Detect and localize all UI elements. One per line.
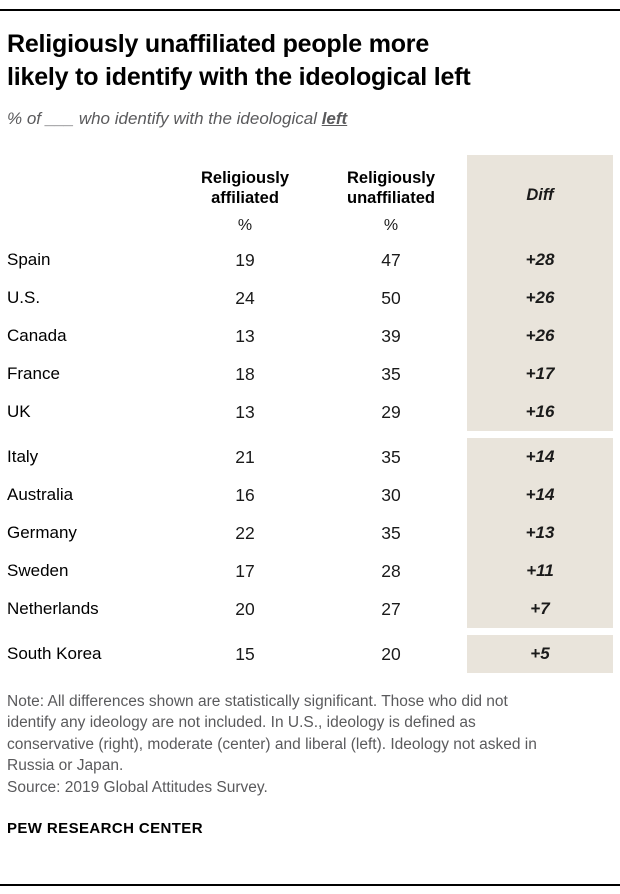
diff-value: +13 bbox=[467, 514, 613, 552]
diff-value: +26 bbox=[467, 317, 613, 355]
table-row: Sweden 17 28 +11 bbox=[7, 552, 613, 590]
diff-value: +11 bbox=[467, 552, 613, 590]
country-label: Canada bbox=[7, 326, 67, 345]
diff-value: +16 bbox=[467, 393, 613, 431]
diff-value: +17 bbox=[467, 355, 613, 393]
unaffiliated-value: 35 bbox=[381, 446, 401, 467]
country-label: UK bbox=[7, 402, 31, 421]
country-label: South Korea bbox=[7, 644, 102, 663]
country-label: Australia bbox=[7, 485, 74, 504]
affiliated-value: 24 bbox=[235, 287, 255, 308]
chart-card: Religiously unaffiliated people more lik… bbox=[7, 30, 613, 837]
top-rule bbox=[0, 9, 620, 11]
country-label: France bbox=[7, 364, 60, 383]
unaffiliated-value: 29 bbox=[381, 401, 401, 422]
col-header-unaffiliated: Religiously unaffiliated bbox=[346, 168, 436, 208]
affiliated-value: 22 bbox=[235, 522, 255, 543]
table-row: UK 13 29 +16 bbox=[7, 393, 613, 431]
affiliated-value: 13 bbox=[235, 325, 255, 346]
affiliated-value: 16 bbox=[235, 484, 255, 505]
affiliated-value: 19 bbox=[235, 249, 255, 270]
unaffiliated-value: 39 bbox=[381, 325, 401, 346]
table-row: U.S. 24 50 +26 bbox=[7, 279, 613, 317]
unaffiliated-value: 47 bbox=[381, 249, 401, 270]
unaffiliated-value: 20 bbox=[381, 643, 401, 664]
table-row: Netherlands 20 27 +7 bbox=[7, 590, 613, 628]
table-row: France 18 35 +17 bbox=[7, 355, 613, 393]
percent-symbol-affiliated: % bbox=[237, 217, 253, 234]
country-label: Sweden bbox=[7, 561, 69, 580]
table-row: Germany 22 35 +13 bbox=[7, 514, 613, 552]
table-row: Spain 19 47 +28 bbox=[7, 241, 613, 279]
affiliated-value: 13 bbox=[235, 401, 255, 422]
bottom-rule bbox=[0, 884, 620, 886]
col-header-diff: Diff bbox=[467, 155, 613, 211]
diff-value: +26 bbox=[467, 279, 613, 317]
affiliated-value: 15 bbox=[235, 643, 255, 664]
country-label: Spain bbox=[7, 250, 51, 269]
affiliated-value: 17 bbox=[235, 560, 255, 581]
table-row: Italy 21 35 +14 bbox=[7, 438, 613, 476]
unaffiliated-value: 27 bbox=[381, 598, 401, 619]
percent-diff-cell bbox=[467, 211, 613, 241]
data-table: Religiously affiliated Religiously unaff… bbox=[7, 155, 613, 673]
country-label: U.S. bbox=[7, 288, 41, 307]
note-text: Note: All differences shown are statisti… bbox=[7, 693, 537, 775]
brand-footer: PEW RESEARCH CENTER bbox=[7, 819, 203, 837]
diff-value: +5 bbox=[467, 635, 613, 673]
unaffiliated-value: 50 bbox=[381, 287, 401, 308]
subtitle-emphasis: left bbox=[321, 109, 348, 128]
unaffiliated-value: 28 bbox=[381, 560, 401, 581]
affiliated-value: 18 bbox=[235, 363, 255, 384]
country-label: Germany bbox=[7, 523, 77, 542]
unaffiliated-value: 35 bbox=[381, 363, 401, 384]
table-header-row: Religiously affiliated Religiously unaff… bbox=[7, 155, 613, 211]
diff-value: +14 bbox=[467, 438, 613, 476]
subtitle-prefix: % of ___ who identify with the ideologic… bbox=[7, 109, 322, 128]
table-row: Canada 13 39 +26 bbox=[7, 317, 613, 355]
table-row: South Korea 15 20 +5 bbox=[7, 635, 613, 673]
chart-subtitle: % of ___ who identify with the ideologic… bbox=[7, 109, 613, 129]
affiliated-value: 20 bbox=[235, 598, 255, 619]
chart-title: Religiously unaffiliated people more lik… bbox=[7, 30, 471, 91]
country-label: Netherlands bbox=[7, 599, 99, 618]
source-text: Source: 2019 Global Attitudes Survey. bbox=[7, 778, 268, 796]
percent-row: % % bbox=[7, 211, 613, 241]
diff-value: +28 bbox=[467, 241, 613, 279]
col-header-affiliated: Religiously affiliated bbox=[200, 168, 290, 208]
table-row: Australia 16 30 +14 bbox=[7, 476, 613, 514]
diff-value: +14 bbox=[467, 476, 613, 514]
diff-value: +7 bbox=[467, 590, 613, 628]
unaffiliated-value: 30 bbox=[381, 484, 401, 505]
unaffiliated-value: 35 bbox=[381, 522, 401, 543]
country-label: Italy bbox=[7, 447, 39, 466]
percent-symbol-unaffiliated: % bbox=[383, 217, 399, 234]
affiliated-value: 21 bbox=[235, 446, 255, 467]
